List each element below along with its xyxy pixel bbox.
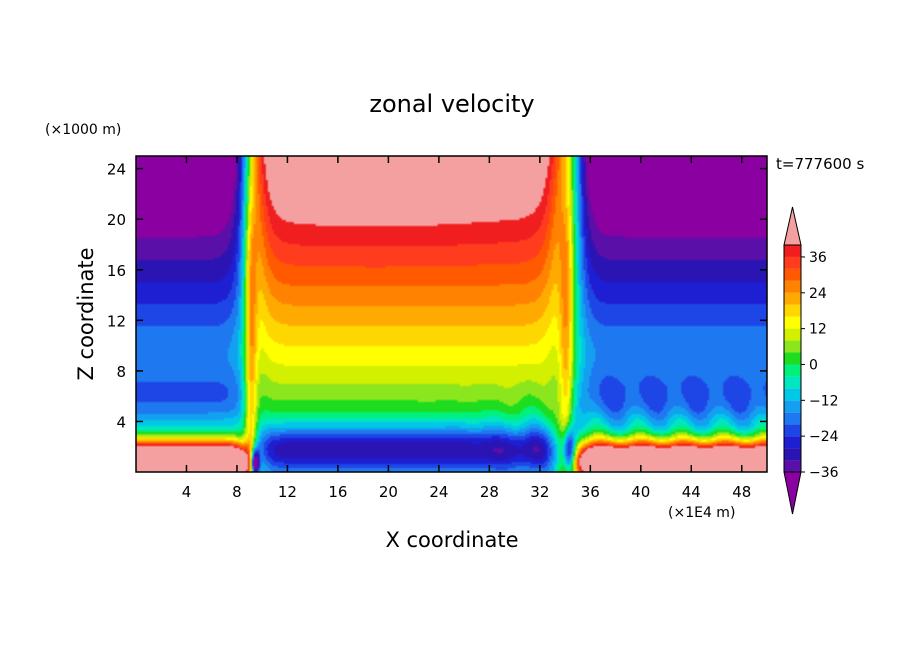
colorbar-swatch: [784, 460, 801, 472]
x-tick-label: 24: [429, 483, 448, 501]
colorbar-swatch: [784, 316, 801, 329]
colorbar-swatch: [784, 448, 801, 461]
colorbar: 36 24 12 0 −12 −24 −36: [783, 206, 839, 515]
y-axis: 4 8 12 16 20 24: [107, 161, 767, 431]
colorbar-extend-max: [783, 206, 802, 246]
chart-title: zonal velocity: [369, 90, 534, 118]
x-tick-label: 28: [480, 483, 499, 501]
x-tick-label: 12: [278, 483, 297, 501]
colorbar-swatch: [784, 364, 801, 377]
colorbar-swatch: [784, 328, 801, 341]
y-tick-label: 20: [107, 211, 126, 229]
x-tick-label: 16: [328, 483, 347, 501]
y-tick-label: 4: [116, 413, 126, 431]
x-units-label: (×1E4 m): [668, 505, 735, 521]
colorbar-swatch: [784, 245, 801, 257]
x-tick-label: 44: [682, 483, 701, 501]
colorbar-swatch: [784, 424, 801, 437]
colorbar-tick-label: −36: [809, 465, 839, 481]
x-axis-label: X coordinate: [385, 528, 518, 552]
y-units-label: (×1000 m): [45, 122, 121, 138]
time-stamp-label: t=777600 s: [776, 155, 864, 173]
x-tick-label: 4: [182, 483, 192, 501]
y-tick-label: 24: [107, 161, 126, 179]
colorbar-swatch: [784, 388, 801, 401]
y-axis-label: Z coordinate: [74, 247, 98, 380]
colorbar-tick-label: 0: [809, 357, 818, 373]
colorbar-extend-min: [783, 471, 802, 515]
y-tick-label: 8: [116, 363, 126, 381]
y-tick-label: 16: [107, 262, 126, 280]
colorbar-swatch: [784, 412, 801, 425]
colorbar-swatch: [784, 280, 801, 293]
colorbar-swatch: [784, 436, 801, 449]
velocity-field: [136, 156, 767, 472]
colorbar-swatch: [784, 340, 801, 353]
colorbar-tick-label: 12: [809, 322, 827, 338]
x-tick-label: 32: [530, 483, 549, 501]
colorbar-tick-label: −24: [809, 429, 839, 445]
x-tick-label: 36: [581, 483, 600, 501]
colorbar-tick-label: 36: [809, 250, 827, 266]
x-tick-label: 40: [631, 483, 650, 501]
colorbar-swatch: [784, 304, 801, 317]
colorbar-swatch: [784, 268, 801, 281]
colorbar-swatch: [784, 292, 801, 305]
colorbar-tick-label: −12: [809, 393, 839, 409]
colorbar-swatch: [784, 352, 801, 365]
x-tick-label: 48: [732, 483, 751, 501]
x-axis: 4 8 12 16 20 24 28 32 36 40 44 48: [182, 156, 751, 501]
colorbar-swatch: [784, 376, 801, 389]
colorbar-swatch: [784, 400, 801, 413]
x-tick-label: 8: [232, 483, 242, 501]
plot-frame: [135, 155, 768, 473]
x-tick-label: 20: [379, 483, 398, 501]
colorbar-tick-label: 24: [809, 286, 827, 302]
colorbar-swatch: [784, 256, 801, 269]
y-tick-label: 12: [107, 312, 126, 330]
contour-plot-area: [135, 155, 768, 473]
